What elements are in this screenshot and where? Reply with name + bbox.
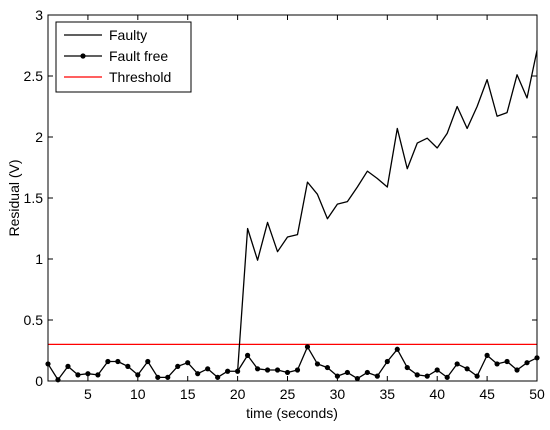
fault-free-point [165, 374, 171, 380]
fault-free-point [414, 372, 420, 378]
fault-free-point [514, 367, 520, 373]
x-tick-label: 35 [380, 386, 396, 402]
faulty-line [236, 50, 538, 372]
fault-free-point [384, 358, 390, 365]
fault-free-point [225, 368, 231, 374]
x-tick-label: 40 [429, 386, 445, 402]
fault-free-point [454, 361, 460, 367]
y-tick-label: 1.5 [24, 190, 44, 206]
fault-free-point [524, 360, 530, 366]
fault-free-point [205, 366, 211, 372]
x-tick-label: 20 [230, 386, 246, 402]
x-tick-label: 25 [280, 386, 296, 402]
fault-free-point [155, 374, 161, 380]
fault-free-point [85, 371, 91, 377]
x-tick-label: 30 [330, 386, 346, 402]
legend-box [55, 21, 192, 93]
series-fault-free [45, 344, 540, 383]
fault-free-point [115, 358, 121, 365]
fault-free-point [284, 369, 291, 376]
fault-free-point [215, 374, 221, 380]
y-tick-label: 2 [35, 129, 43, 145]
y-tick-label: 2.5 [24, 68, 44, 84]
fault-free-point [274, 367, 281, 373]
fault-free-point [294, 367, 301, 373]
fault-free-point [135, 372, 141, 378]
fault-free-point [404, 364, 410, 371]
y-axis-title: Residual (V) [6, 159, 22, 236]
fault-free-point [125, 363, 131, 369]
fault-free-point [344, 369, 350, 376]
y-tick-label: 0.5 [24, 312, 44, 328]
fault-free-point [394, 346, 400, 352]
fault-free-point [254, 366, 261, 372]
fault-free-point [244, 352, 251, 358]
fault-free-point [474, 373, 480, 379]
y-tick-label: 1 [35, 251, 43, 267]
series-layer [45, 50, 540, 383]
legend-label: Fault free [109, 48, 168, 64]
x-tick-label: 5 [84, 386, 92, 402]
legend-marker [80, 53, 86, 59]
fault-free-point [55, 377, 61, 383]
fault-free-point [75, 372, 81, 378]
fault-free-point [444, 374, 450, 380]
fault-free-point [424, 373, 430, 379]
fault-free-point [484, 352, 490, 358]
legend-label: Threshold [109, 69, 171, 85]
fault-free-point [374, 373, 380, 379]
fault-free-point [314, 361, 321, 367]
x-tick-label: 15 [180, 386, 196, 402]
fault-free-point [65, 363, 71, 369]
x-tick-label: 45 [479, 386, 495, 402]
fault-free-point [145, 358, 151, 365]
fault-free-point [235, 368, 241, 374]
y-tick-label: 3 [35, 7, 43, 23]
x-tick-label: 50 [529, 386, 545, 402]
legend-item-fault-free: Fault free [64, 48, 168, 64]
fault-free-point [494, 361, 500, 367]
legend: Faulty Fault free Threshold [55, 21, 192, 93]
fault-free-point [185, 360, 191, 366]
x-axis-title: time (seconds) [246, 405, 338, 421]
fault-free-point [464, 366, 470, 372]
legend-item-threshold: Threshold [64, 69, 171, 85]
fault-free-point [324, 364, 331, 371]
fault-free-point [95, 372, 101, 378]
fault-free-point [175, 363, 181, 369]
x-tick-label: 10 [130, 386, 146, 402]
fault-free-point [434, 367, 440, 373]
y-tick-label: 0 [35, 373, 43, 389]
fault-free-point [354, 375, 360, 382]
fault-free-point [504, 358, 510, 365]
series-faulty [236, 50, 538, 372]
legend-item-faulty: Faulty [64, 27, 147, 43]
fault-free-point [195, 371, 201, 377]
fault-free-point [264, 367, 271, 373]
legend-label: Faulty [109, 27, 147, 43]
fault-free-point [105, 358, 111, 365]
fault-free-point [364, 369, 370, 376]
axes-layer: 5 10 15 20 25 30 35 40 45 50 0 0.5 1 1.5 2 2.5 3 [24, 7, 545, 402]
fault-free-point [304, 344, 311, 350]
